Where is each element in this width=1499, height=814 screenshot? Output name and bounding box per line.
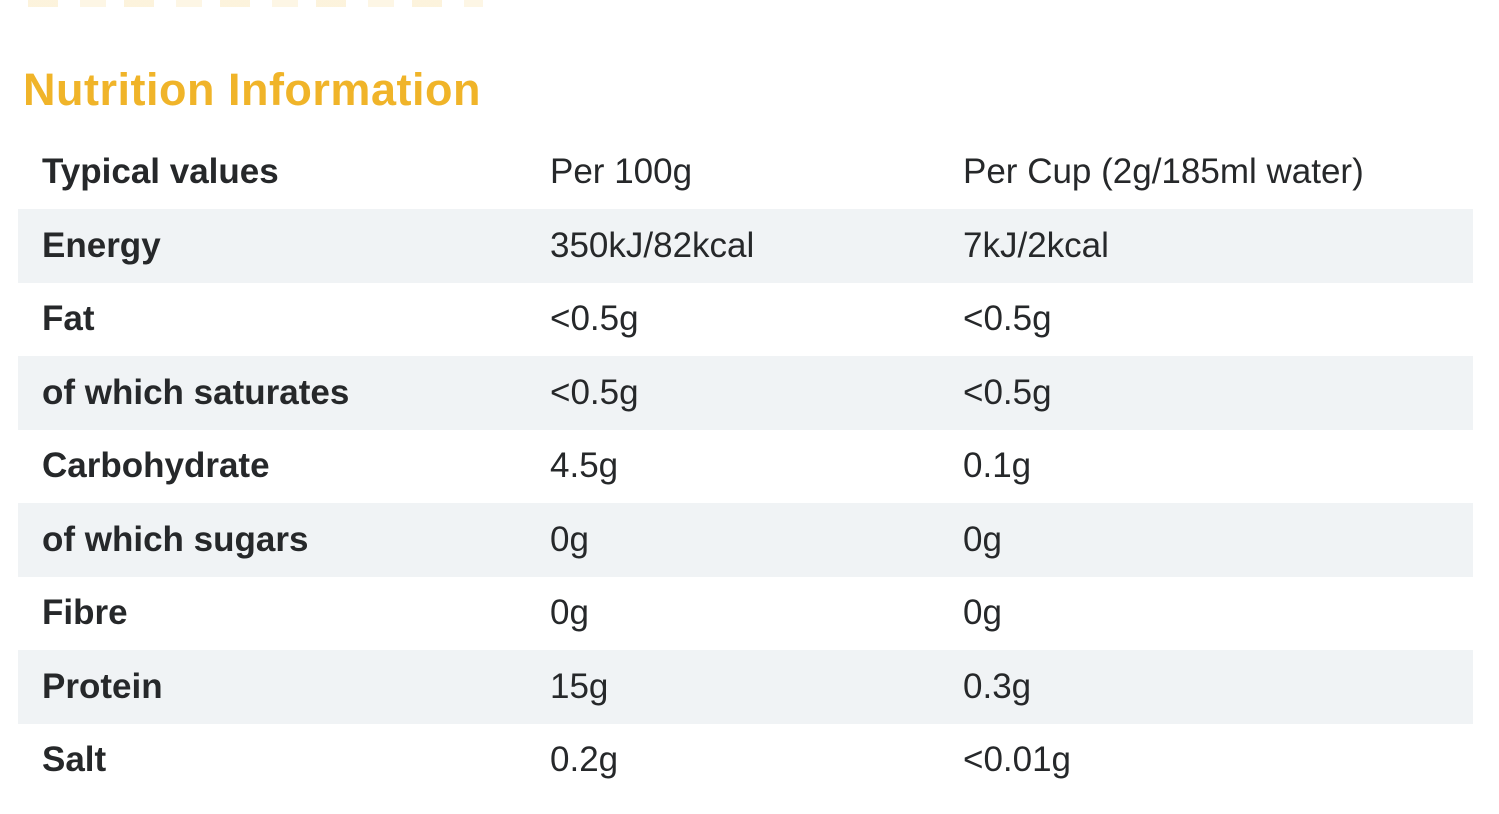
row-label: Protein [42, 666, 163, 706]
table-header-row: Typical values Per 100g Per Cup (2g/185m… [18, 135, 1473, 209]
table-row: Salt 0.2g <0.01g [18, 724, 1473, 798]
value-per-cup: 0g [963, 593, 1002, 632]
value-per-100g: 4.5g [550, 446, 619, 485]
value-per-100g: 15g [550, 666, 609, 706]
value-per-cup: 7kJ/2kcal [963, 225, 1109, 265]
row-label: Carbohydrate [42, 446, 270, 485]
table-row: of which saturates <0.5g <0.5g [18, 356, 1473, 430]
value-per-100g: 350kJ/82kcal [550, 225, 755, 265]
row-label: Salt [42, 740, 107, 779]
row-label: Fibre [42, 593, 128, 632]
value-per-cup: 0g [963, 519, 1002, 559]
row-label: Energy [42, 225, 161, 265]
table-row: Fat <0.5g <0.5g [18, 283, 1473, 357]
table-row: Energy 350kJ/82kcal 7kJ/2kcal [18, 209, 1473, 283]
row-label: of which sugars [42, 519, 309, 559]
value-per-100g: 0g [550, 593, 589, 632]
row-label: of which saturates [42, 372, 350, 412]
table-row: Protein 15g 0.3g [18, 650, 1473, 724]
value-per-100g: <0.5g [550, 299, 639, 338]
nutrition-table: Typical values Per 100g Per Cup (2g/185m… [18, 135, 1473, 797]
column-header-per-cup: Per Cup (2g/185ml water) [963, 151, 1364, 191]
value-per-100g: 0.2g [550, 740, 619, 779]
row-label: Fat [42, 299, 95, 338]
table-row: Fibre 0g 0g [18, 577, 1473, 651]
table-row: of which sugars 0g 0g [18, 503, 1473, 577]
column-header-typical-values: Typical values [42, 151, 279, 191]
value-per-cup: 0.1g [963, 446, 1032, 485]
value-per-cup: <0.5g [963, 372, 1052, 412]
value-per-100g: <0.5g [550, 372, 639, 412]
value-per-100g: 0g [550, 519, 589, 559]
section-title: Nutrition Information [23, 64, 481, 116]
value-per-cup: <0.5g [963, 299, 1052, 338]
value-per-cup: <0.01g [963, 740, 1072, 779]
column-header-per-100g: Per 100g [550, 151, 693, 191]
value-per-cup: 0.3g [963, 666, 1032, 706]
cropped-text-remnant [28, 0, 483, 7]
table-row: Carbohydrate 4.5g 0.1g [18, 430, 1473, 504]
